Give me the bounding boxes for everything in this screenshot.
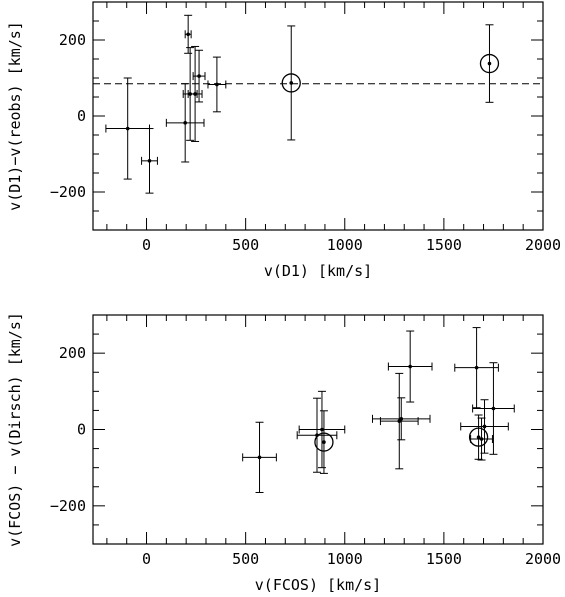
point-marker [487,61,492,66]
y-tick-label: −200 [50,497,86,515]
data-point [479,24,500,103]
x-tick-label: 1500 [426,236,462,254]
y-tick-label: −200 [50,183,86,201]
panel-bottom: v(FCOS) [km/s] v(FCOS) − v(Dirsch) [km/s… [6,312,561,594]
data-point [314,410,334,474]
point-marker [476,435,481,439]
data-point [105,77,150,180]
data-point [298,390,346,469]
x-tick-label: 500 [232,236,259,254]
y-tick-label: 0 [77,107,86,125]
circle-marker [468,427,489,447]
point-marker [482,424,487,429]
data-point [192,49,206,103]
x-axis-label: v(D1) [km/s] [264,262,372,280]
data-point [281,25,301,141]
data-point [207,56,227,113]
point-marker [408,364,412,369]
circle-marker [281,73,301,93]
data-point [296,397,338,473]
y-tick-label: 200 [59,31,86,49]
data-point [472,362,515,455]
y-axis-label: v(D1)−v(reobs) [km/s] [6,21,24,211]
point-marker [491,406,496,411]
data-point [454,327,499,409]
x-tick-label: 1000 [327,550,363,568]
x-tick-label: 500 [232,550,259,568]
data-point [470,417,493,461]
point-marker [147,159,152,163]
x-tick-label: 1000 [327,236,363,254]
data-point [165,83,205,163]
data-point [379,372,419,470]
x-tick-label: 0 [142,236,151,254]
panel-top: v(D1) [km/s] v(D1)−v(reobs) [km/s] 0 500 1… [6,1,561,280]
point-marker [193,92,197,96]
circle-marker [479,53,500,74]
point-marker [289,81,294,85]
data-point [184,14,193,54]
point-marker [320,427,324,432]
x-axis-label: v(FCOS) [km/s] [255,576,381,594]
data-point [460,399,509,454]
plot-frame [92,1,544,231]
y-axis-label: v(FCOS) − v(Dirsch) [km/s] [6,312,24,547]
point-marker [257,455,262,460]
point-marker [215,82,219,87]
point-marker [474,365,479,370]
circle-marker [314,432,334,452]
point-marker [186,32,190,37]
data-point [242,421,277,493]
data-point [387,330,433,403]
point-marker [479,437,484,441]
data-point [187,45,203,142]
point-marker [322,440,326,444]
data-point [141,128,158,194]
data-point [372,397,431,441]
point-marker [399,417,404,421]
point-marker [183,121,187,125]
x-tick-label: 2000 [525,550,561,568]
x-tick-label: 2000 [525,236,561,254]
y-tick-label: 200 [59,344,86,362]
y-tick-label: 0 [77,421,86,439]
point-marker [197,74,201,78]
x-tick-label: 0 [142,550,151,568]
x-tick-label: 1500 [426,550,462,568]
data-point [468,414,489,460]
point-marker [125,126,130,131]
